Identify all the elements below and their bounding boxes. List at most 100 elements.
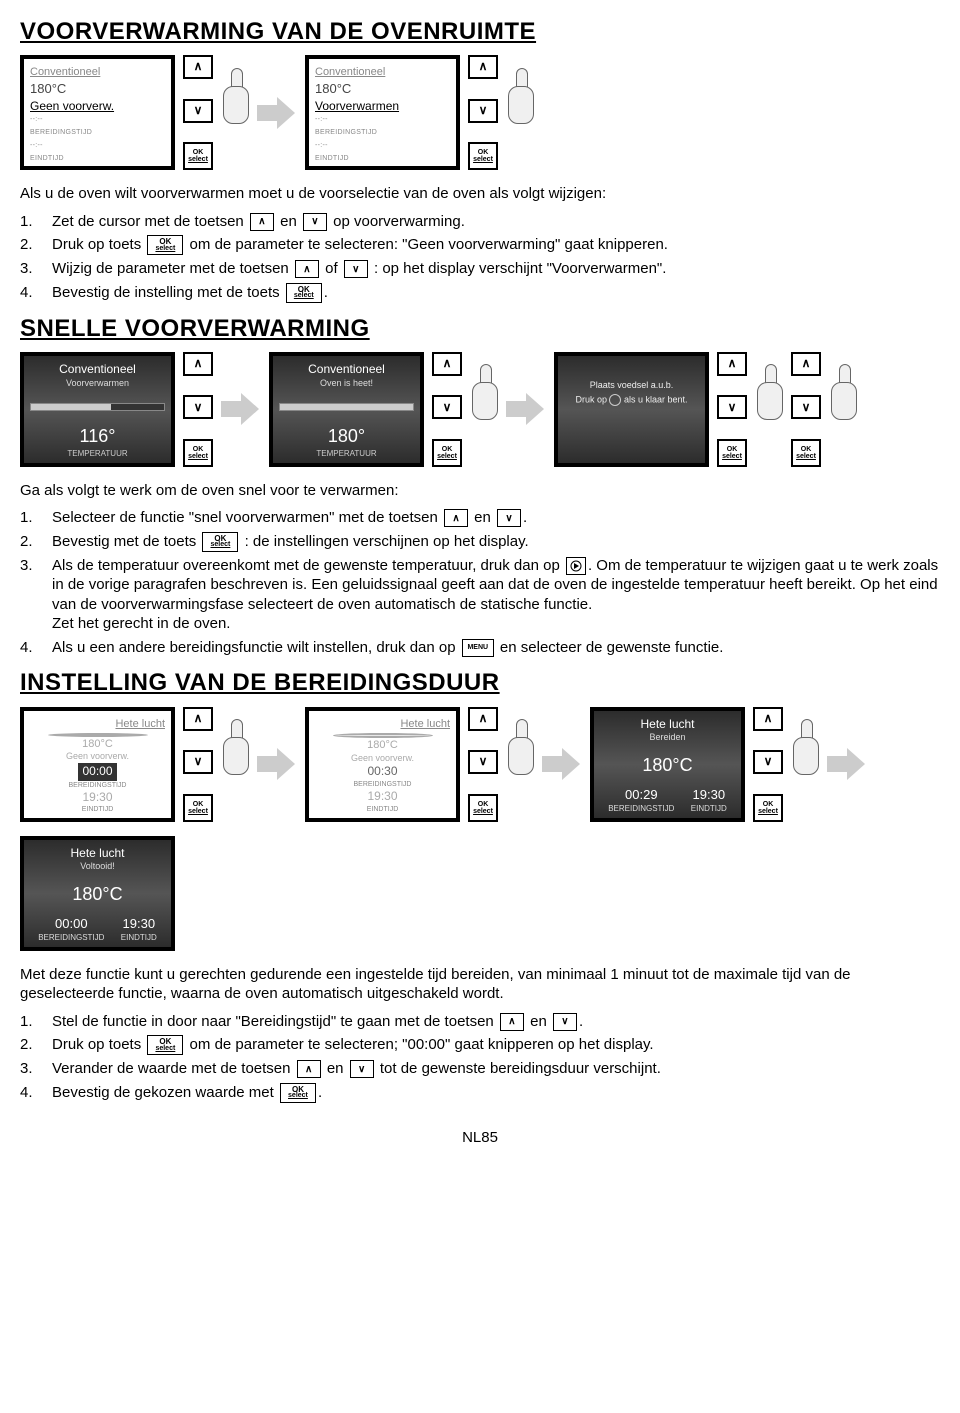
display-sub: Bereiden [600, 732, 735, 744]
display-temp: 180°C [30, 737, 165, 751]
down-button[interactable]: ∨ [468, 99, 498, 123]
display-temp: 180°C [315, 738, 450, 752]
down-button[interactable]: ∨ [183, 99, 213, 123]
hand-icon [221, 68, 249, 128]
oven-display-dark-3: Plaats voedsel a.u.b. Druk op als u klaa… [554, 352, 709, 467]
up-button[interactable]: ∧ [753, 707, 783, 731]
display-temp: 180°C [30, 81, 165, 98]
section2-displays: Conventioneel Voorverwarmen 116° TEMPERA… [20, 352, 940, 467]
up-button[interactable]: ∧ [468, 707, 498, 731]
section2-heading: SNELLE VOORVERWARMING [20, 313, 940, 344]
arrow-right-icon [221, 389, 261, 429]
section1-displays: Conventioneel 180°C Geen voorverw. --:--… [20, 55, 940, 170]
section3-displays-row2: Hete lucht Voltooid! 180°C 00:00BEREIDIN… [20, 836, 940, 951]
display-temp: 180°C [600, 754, 735, 777]
ok-key-icon: OKselect [202, 532, 238, 552]
down-button[interactable]: ∨ [753, 750, 783, 774]
progress-bar [30, 403, 165, 411]
list-item: 2.Bevestig met de toets OKselect : de in… [20, 532, 940, 552]
section1-list: 1.Zet de cursor met de toetsen ∧ en ∨ op… [20, 212, 940, 303]
hand-icon [791, 719, 819, 779]
section1-heading: VOORVERWARMING VAN DE OVENRUIMTE [20, 16, 940, 47]
oven-display-2: Conventioneel 180°C Voorverwarmen --:-- … [305, 55, 460, 170]
ok-key-icon: OKselect [147, 235, 183, 255]
down-button[interactable]: ∨ [183, 395, 213, 419]
display-lbl: EINDTIJD [315, 154, 450, 163]
section3-intro: Met deze functie kunt u gerechten gedure… [20, 965, 940, 1004]
ok-button[interactable]: OKselect [791, 439, 821, 467]
ok-button[interactable]: OKselect [183, 794, 213, 822]
display-msg: Plaats voedsel a.u.b. [564, 380, 699, 392]
oven-display-3a: Hete lucht 180°C Geen voorverw. 00:00 BE… [20, 707, 175, 822]
list-item: 1.Selecteer de functie "snel voorverwarm… [20, 508, 940, 528]
display-val: 19:30 [30, 790, 165, 806]
display-val: 19:30 [315, 789, 450, 805]
display-sub: Voltooid! [30, 861, 165, 873]
ok-key-icon: OKselect [147, 1035, 183, 1055]
list-item: 3.Wijzig de parameter met de toetsen ∧ o… [20, 259, 940, 279]
display-title: Conventioneel [279, 362, 414, 378]
display-val: --:-- [30, 115, 165, 124]
display-lbl: BEREIDINGSTIJD [315, 780, 450, 789]
display-status: Geen voorverw. [315, 753, 450, 765]
button-column: ∧ ∨ OKselect [432, 352, 462, 467]
up-button[interactable]: ∧ [468, 55, 498, 79]
up-button[interactable]: ∧ [717, 352, 747, 376]
display-lbl: BEREIDINGSTIJD [30, 128, 165, 137]
display-templbl: TEMPERATUUR [30, 449, 165, 459]
up-key-icon: ∧ [250, 213, 274, 231]
oven-display-3c: Hete lucht Bereiden 180°C 00:29BEREIDING… [590, 707, 745, 822]
up-button[interactable]: ∧ [183, 707, 213, 731]
section2-list: 1.Selecteer de functie "snel voorverwarm… [20, 508, 940, 657]
display-val: 00:30 [315, 764, 450, 780]
up-button[interactable]: ∧ [432, 352, 462, 376]
ok-button[interactable]: OKselect [183, 439, 213, 467]
up-button[interactable]: ∧ [183, 352, 213, 376]
button-column: ∧ ∨ OKselect [717, 352, 747, 467]
display-lbl: EINDTIJD [315, 805, 450, 814]
list-item: 4.Bevestig de gekozen waarde met OKselec… [20, 1083, 940, 1103]
list-item: 1.Zet de cursor met de toetsen ∧ en ∨ op… [20, 212, 940, 232]
down-key-icon: ∨ [497, 509, 521, 527]
display-val: --:-- [315, 115, 450, 124]
up-button[interactable]: ∧ [183, 55, 213, 79]
section3-list: 1.Stel de functie in door naar "Bereidin… [20, 1012, 940, 1103]
ok-button[interactable]: OKselect [432, 439, 462, 467]
button-column: ∧ ∨ OKselect [183, 352, 213, 467]
display-title: Hete lucht [30, 846, 165, 862]
arrow-right-icon [506, 389, 546, 429]
page-footer: NL85 [20, 1128, 940, 1148]
ok-button[interactable]: OKselect [717, 439, 747, 467]
up-button[interactable]: ∧ [791, 352, 821, 376]
ok-button[interactable]: OKselect [468, 142, 498, 170]
progress-bar [279, 403, 414, 411]
ok-key-icon: OKselect [280, 1083, 316, 1103]
down-button[interactable]: ∨ [432, 395, 462, 419]
ok-button[interactable]: OKselect [183, 142, 213, 170]
list-item: 4.Bevestig de instelling met de toets OK… [20, 283, 940, 303]
ok-button[interactable]: OKselect [753, 794, 783, 822]
hand-icon [506, 719, 534, 779]
button-column: ∧ ∨ OKselect [183, 55, 213, 170]
oven-display-dark-1: Conventioneel Voorverwarmen 116° TEMPERA… [20, 352, 175, 467]
button-column: ∧ ∨ OKselect [468, 55, 498, 170]
display-lbl: BEREIDINGSTIJD [30, 781, 165, 790]
ok-button[interactable]: OKselect [468, 794, 498, 822]
menu-key-icon: MENU [462, 639, 494, 657]
down-button[interactable]: ∨ [183, 750, 213, 774]
down-button[interactable]: ∨ [468, 750, 498, 774]
up-key-icon: ∧ [297, 1060, 321, 1078]
down-key-icon: ∨ [303, 213, 327, 231]
display-sub: Voorverwarmen [30, 378, 165, 390]
button-column: ∧ ∨ OKselect [183, 707, 213, 822]
display-title: Conventioneel [30, 362, 165, 378]
up-key-icon: ∧ [500, 1013, 524, 1031]
display-val: 00:29 [608, 787, 674, 804]
down-button[interactable]: ∨ [717, 395, 747, 419]
list-item: 4.Als u een andere bereidingsfunctie wil… [20, 638, 940, 658]
down-button[interactable]: ∨ [791, 395, 821, 419]
oven-display-3b: Hete lucht 180°C Geen voorverw. 00:30 BE… [305, 707, 460, 822]
display-templbl: TEMPERATUUR [279, 449, 414, 459]
display-lbl: EINDTIJD [30, 805, 165, 814]
section3-heading: INSTELLING VAN DE BEREIDINGSDUUR [20, 667, 940, 698]
